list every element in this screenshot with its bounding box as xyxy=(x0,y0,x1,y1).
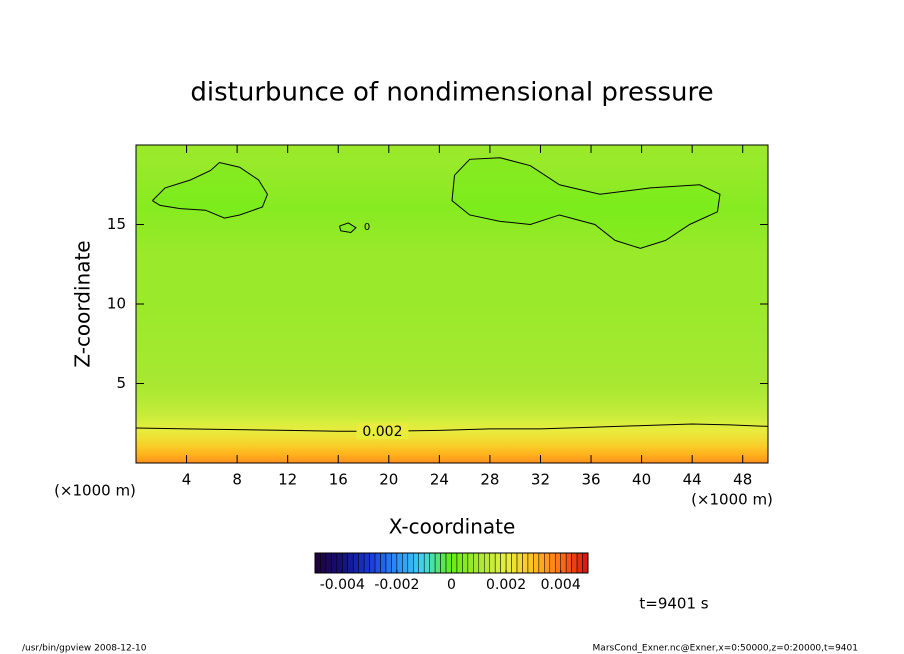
colorbar-cell xyxy=(429,552,436,574)
contour-fill xyxy=(152,162,268,219)
x-tick-label: 36 xyxy=(581,471,600,489)
colorbar-cell xyxy=(314,552,321,574)
colorbar-cell xyxy=(533,552,540,574)
colorbar-cell xyxy=(560,552,567,574)
contour-line xyxy=(136,423,768,432)
colorbar-cell xyxy=(489,552,496,574)
x-tick-label: 20 xyxy=(379,471,398,489)
x-unit-label: (×1000 m) xyxy=(54,482,136,500)
x-tick-label: 12 xyxy=(278,471,297,489)
colorbar-cell xyxy=(320,552,327,574)
colorbar-cell xyxy=(462,552,469,574)
contour-line xyxy=(339,222,357,233)
colorbar-cell xyxy=(413,552,419,574)
colorbar-cell xyxy=(374,552,381,574)
contour-label-bg xyxy=(356,423,409,440)
colorbar-cell xyxy=(494,552,501,574)
contour-label: 0.002 xyxy=(362,424,402,440)
colorbar-cell xyxy=(369,552,376,574)
colorbar-cell xyxy=(336,552,343,574)
y-axis-label: Z-coordinate xyxy=(71,240,95,367)
colorbar-cell xyxy=(396,552,403,574)
y-tick-label: 10 xyxy=(107,295,126,313)
footer-right: MarsCond_Exner.nc@Exner,x=0:50000,z=0:20… xyxy=(593,644,858,654)
colorbar-cell xyxy=(538,552,545,574)
colorbar-cell xyxy=(582,552,589,574)
x-unit-label: (×1000 m) xyxy=(691,491,773,509)
time-label: t=9401 s xyxy=(639,595,708,613)
colorbar-cell xyxy=(363,552,370,574)
x-tick-label: 32 xyxy=(531,471,550,489)
colorbar-cell xyxy=(527,552,534,574)
colorbar-cell xyxy=(391,552,398,574)
colorbar-cell xyxy=(402,552,409,574)
colorbar-cell xyxy=(451,552,458,574)
x-tick-label: 24 xyxy=(430,471,449,489)
colorbar-tick-label: 0.002 xyxy=(486,577,526,593)
colorbar-cell xyxy=(478,552,485,574)
colorbar-tick-label: -0.002 xyxy=(374,577,419,593)
x-tick-label: 16 xyxy=(329,471,348,489)
colorbar-cell xyxy=(418,552,425,574)
contour-line xyxy=(451,157,721,249)
colorbar-cell xyxy=(571,552,578,574)
x-tick-label: 28 xyxy=(480,471,499,489)
colorbar-cell xyxy=(352,552,359,574)
colorbar-tick-label: 0 xyxy=(447,577,456,593)
x-tick-label: 44 xyxy=(683,471,702,489)
contour-label: 0 xyxy=(364,222,370,233)
colorbar-cell xyxy=(380,552,387,574)
colorbar-cell xyxy=(544,552,551,574)
colorbar-cell xyxy=(423,552,430,574)
x-tick-label: 48 xyxy=(733,471,752,489)
colorbar-cell xyxy=(549,552,556,574)
contour-fill xyxy=(452,157,720,249)
colorbar-cell xyxy=(331,552,338,574)
colorbar-tick-label: -0.004 xyxy=(320,577,365,593)
colorbar-cell xyxy=(484,552,490,574)
footer-left: /usr/bin/gpview 2008-12-10 xyxy=(22,644,147,654)
colorbar-cell xyxy=(325,552,332,574)
colorbar-cell xyxy=(522,552,529,574)
y-tick-label: 5 xyxy=(116,374,126,392)
colorbar-cell xyxy=(440,552,447,574)
colorbar-cell xyxy=(511,552,518,574)
x-axis-label: X-coordinate xyxy=(389,515,516,539)
chart-title: disturbunce of nondimensional pressure xyxy=(190,78,713,108)
colorbar-tick-label: 0.004 xyxy=(541,577,581,593)
colorbar-cell xyxy=(445,552,452,574)
colorbar-cell xyxy=(554,552,561,574)
colorbar-cell xyxy=(347,552,354,574)
colorbar-cell xyxy=(358,552,365,574)
x-tick-label: 40 xyxy=(632,471,651,489)
colorbar-cell xyxy=(456,552,463,574)
colorbar-cell xyxy=(407,552,414,574)
colorbar-cell xyxy=(385,552,392,574)
colorbar-cell xyxy=(473,552,480,574)
colorbar-cell xyxy=(500,552,507,574)
colorbar-cell xyxy=(565,552,572,574)
y-tick-label: 15 xyxy=(107,215,126,233)
colorbar-cell xyxy=(342,552,349,574)
x-tick-label: 8 xyxy=(232,471,242,489)
x-tick-label: 4 xyxy=(182,471,192,489)
colorbar-cell xyxy=(576,552,583,574)
colorbar-cell xyxy=(434,552,441,574)
colorbar-cell xyxy=(516,552,523,574)
colorbar-cell xyxy=(505,552,512,574)
colorbar-cell xyxy=(467,552,474,574)
plot-area xyxy=(136,145,768,463)
contour-line xyxy=(152,161,269,219)
